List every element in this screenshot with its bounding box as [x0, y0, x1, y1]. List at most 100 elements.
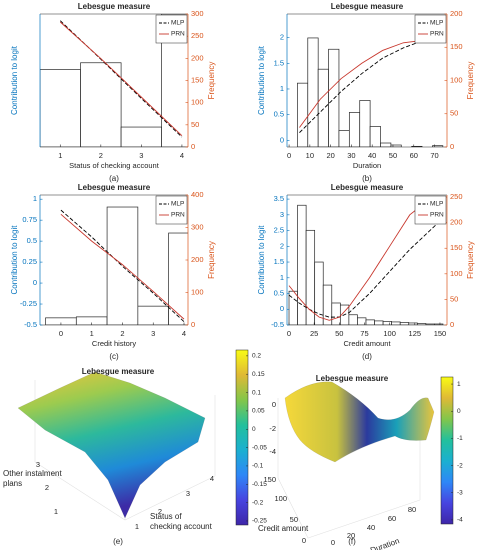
- colorbar-tick-label: -1: [457, 435, 463, 442]
- x-tick-label: 40: [367, 523, 375, 532]
- y2-tick-label: 400: [191, 190, 204, 199]
- y2-axis-label: Frequency: [466, 62, 475, 100]
- colorbar-tick-label: -2: [457, 462, 463, 469]
- y-tick-label: 0: [280, 135, 284, 144]
- histogram-bar: [391, 321, 401, 325]
- x-tick-label: 40: [368, 151, 376, 160]
- y-tick-label: 0: [280, 304, 284, 313]
- x-tick-label: 50: [389, 151, 397, 160]
- legend-label: PRN: [171, 31, 185, 38]
- y-tick-label: 1.5: [274, 257, 284, 266]
- chart-title: Lebesgue measure: [331, 183, 404, 192]
- histogram-bar: [348, 112, 361, 147]
- histogram-bar: [314, 261, 324, 325]
- colorbar-tick-label: -0.15: [252, 481, 267, 488]
- colorbar-tick-label: 0.05: [252, 408, 265, 415]
- y-tick-label: 3: [36, 460, 40, 469]
- histogram-bar: [297, 82, 309, 147]
- panel-label: (d): [362, 352, 372, 361]
- legend-box: [155, 14, 188, 44]
- y2-tick-label: 50: [191, 120, 199, 129]
- line-mlp: [288, 220, 441, 318]
- panel-label: (e): [113, 537, 123, 546]
- x-tick-label: 125: [409, 329, 422, 338]
- y-axis-label: Contribution to logit: [257, 225, 266, 295]
- x-tick-label: 3: [186, 489, 190, 498]
- x-tick-label: 4: [180, 151, 184, 160]
- y-axis-label: Contribution to logit: [10, 45, 19, 115]
- histogram-bar: [80, 62, 122, 147]
- z-tick-label: -4: [269, 447, 276, 456]
- y-tick-label: 50: [290, 515, 298, 524]
- x-axis-label: Credit history: [92, 339, 136, 348]
- x-tick-label: 10: [306, 151, 314, 160]
- x-tick-label: 100: [383, 329, 396, 338]
- x-tick-label: 50: [335, 329, 343, 338]
- y2-tick-label: 200: [450, 9, 463, 18]
- colorbar-tick-label: 0: [457, 408, 461, 415]
- legend-box: [414, 195, 447, 225]
- x-tick-label: 3: [151, 329, 155, 338]
- y-tick-label: 1: [280, 273, 284, 282]
- y-tick-label: -0.5: [271, 320, 284, 329]
- y2-tick-label: 0: [191, 142, 195, 151]
- y-tick-label: 2.5: [274, 226, 284, 235]
- histogram-bar: [382, 321, 393, 325]
- y-tick-label: 100: [274, 494, 287, 503]
- surface-f: [284, 381, 435, 463]
- x-tick-label: 20: [347, 531, 355, 540]
- x-tick-label: 60: [388, 514, 396, 523]
- y-tick-label: -0.25: [20, 299, 37, 308]
- chart-title: Lebesgue measure: [78, 183, 151, 192]
- chart-title: Lebesgue measure: [331, 2, 404, 11]
- histogram-bar: [40, 69, 81, 147]
- y-axis-label: plans: [3, 479, 22, 488]
- x-tick-label: 1: [58, 151, 62, 160]
- y2-tick-label: 150: [191, 75, 204, 84]
- plot-content: [288, 197, 444, 325]
- z-tick-label: -2: [269, 424, 276, 433]
- y2-tick-label: 0: [450, 142, 454, 151]
- y-tick-label: 2: [45, 483, 49, 492]
- panel-label: (a): [109, 174, 119, 183]
- x-tick-label: 3: [139, 151, 143, 160]
- histogram-bar: [390, 144, 402, 147]
- histogram-bar: [317, 68, 329, 147]
- x-tick-label: 1: [135, 522, 139, 531]
- y2-tick-label: 150: [450, 42, 463, 51]
- colorbar: [440, 376, 454, 525]
- legend-label: MLP: [430, 20, 443, 27]
- y-tick-label: 0.5: [274, 289, 284, 298]
- line-prn: [288, 197, 441, 321]
- y2-tick-label: 300: [191, 9, 204, 18]
- legend-label: PRN: [171, 212, 185, 219]
- colorbar-tick-label: 0.2: [252, 353, 261, 360]
- legend-label: MLP: [430, 201, 443, 208]
- y2-tick-label: 0: [191, 320, 195, 329]
- y-tick-label: 3: [280, 210, 284, 219]
- chart-title: Lebesgue measure: [82, 367, 155, 376]
- y2-tick-label: 100: [450, 269, 463, 278]
- y2-tick-label: 250: [191, 31, 204, 40]
- histogram-bar: [338, 130, 350, 147]
- panel-label: (f): [348, 537, 356, 546]
- colorbar-tick-label: -3: [457, 489, 463, 496]
- chart-title: Lebesgue measure: [316, 374, 389, 383]
- histogram-bar: [369, 126, 381, 147]
- x-axis-label: Credit amount: [343, 339, 391, 348]
- y2-tick-label: 200: [450, 218, 463, 227]
- y-tick-label: 150: [263, 475, 276, 484]
- x-tick-label: 70: [430, 151, 438, 160]
- colorbar-tick-label: -0.1: [252, 463, 264, 470]
- legend-box: [155, 195, 188, 225]
- legend-label: PRN: [430, 31, 444, 38]
- histogram-bar: [137, 305, 169, 325]
- z-tick-label: 0: [272, 400, 276, 409]
- x-tick-label: 0: [331, 538, 335, 547]
- y-tick-label: -0.5: [24, 320, 37, 329]
- panel-label: (b): [362, 174, 372, 183]
- y2-axis-label: Frequency: [207, 241, 216, 279]
- y-tick-label: 1: [280, 84, 284, 93]
- y2-tick-label: 200: [191, 53, 204, 62]
